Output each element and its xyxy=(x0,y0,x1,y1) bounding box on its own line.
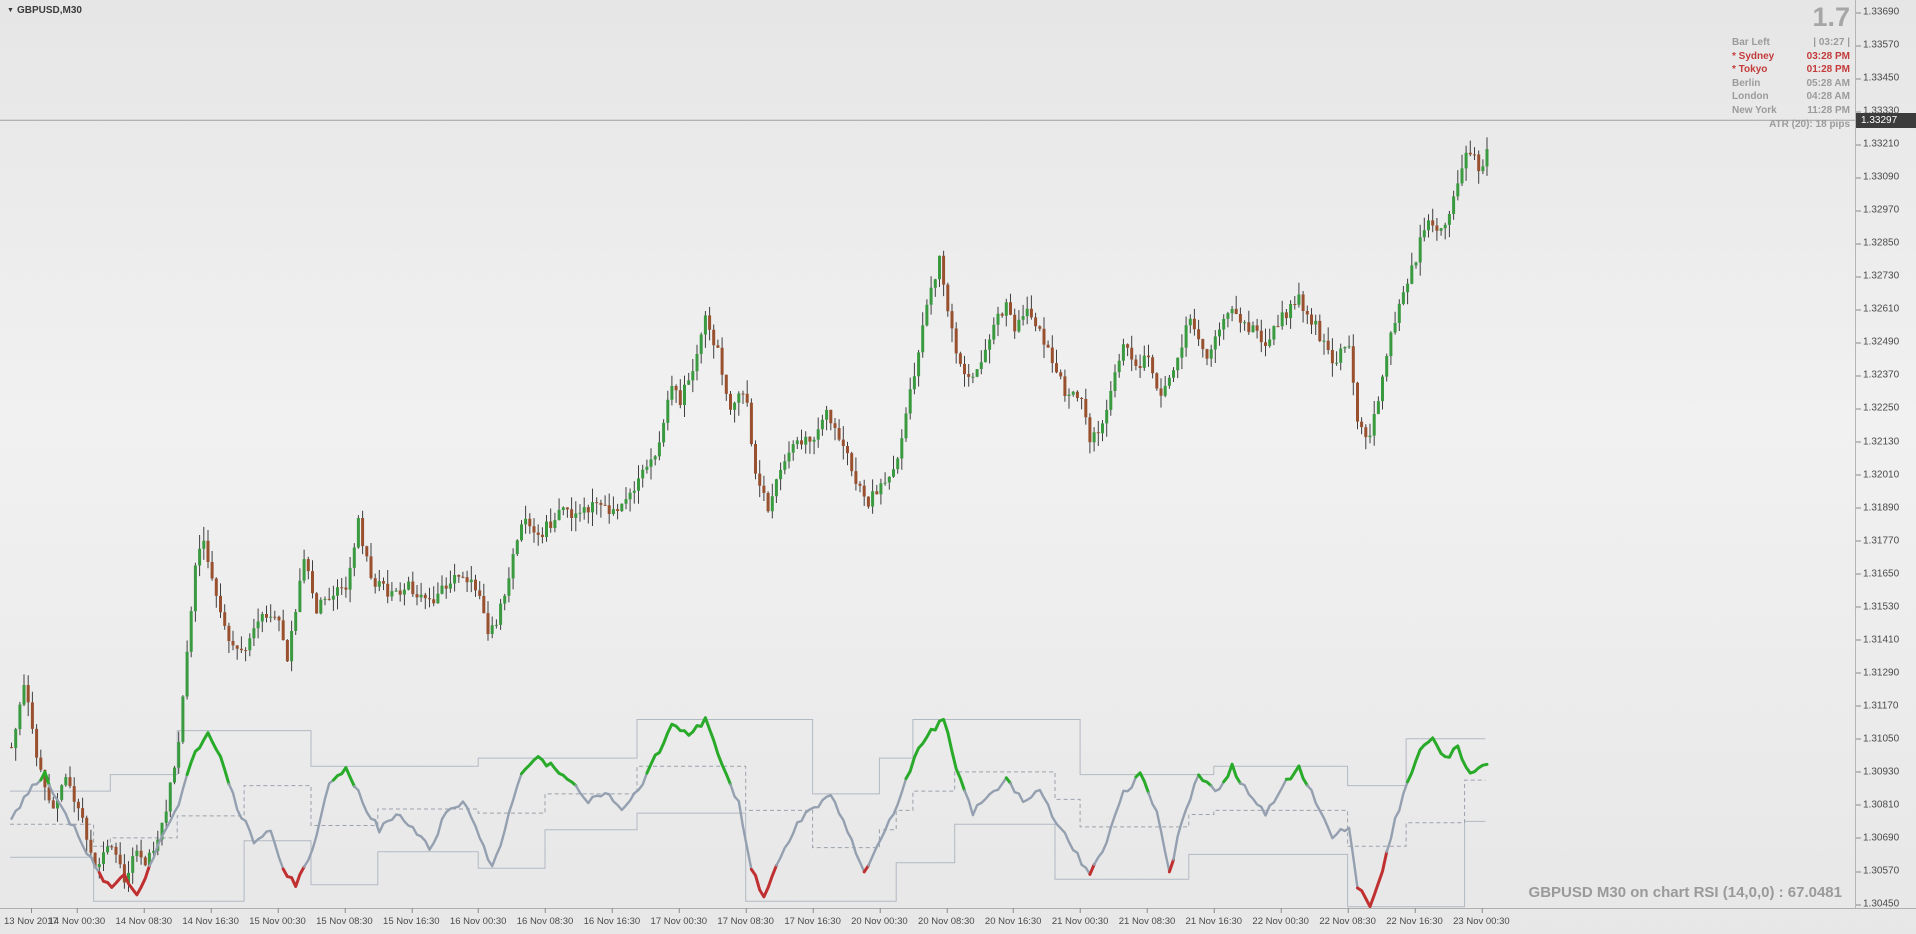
price-axis-label: 1.32610 xyxy=(1855,303,1900,315)
price-axis-label: 1.31410 xyxy=(1855,634,1900,646)
price-axis-label: 1.30450 xyxy=(1855,898,1900,910)
symbol-label: ▼ GBPUSD,M30 xyxy=(7,5,82,16)
time-axis-label: 16 Nov 08:30 xyxy=(516,908,574,927)
indicator-value-label: GBPUSD M30 on chart RSI (14,0,0) : 67.04… xyxy=(1528,884,1842,901)
session-name: Berlin xyxy=(1732,77,1761,89)
time-axis-label: 15 Nov 08:30 xyxy=(316,908,373,927)
price-axis[interactable]: 1.33690 1.33570 1.33450 1.33330 1.33210 1.330… xyxy=(1855,0,1916,910)
session-time: 04:28 AM xyxy=(1806,91,1850,102)
session-name: * Sydney xyxy=(1732,50,1775,62)
price-axis-label: 1.30810 xyxy=(1855,799,1900,811)
price-axis-label: 1.32130 xyxy=(1855,436,1900,447)
time-axis-label: 17 Nov 08:30 xyxy=(717,908,774,927)
price-axis-label: 1.31290 xyxy=(1855,667,1900,679)
time-axis-label: 17 Nov 00:30 xyxy=(650,908,708,927)
price-axis-label: 1.33690 xyxy=(1855,6,1900,18)
price-axis-label: 1.32010 xyxy=(1855,469,1900,480)
session-time: 01:28 PM xyxy=(1806,64,1850,75)
price-axis-label: 1.30690 xyxy=(1855,832,1900,844)
spread-display: 1.7 xyxy=(1812,2,1850,32)
price-axis-label: 1.33450 xyxy=(1855,72,1900,84)
price-axis-label: 1.32970 xyxy=(1855,204,1900,216)
time-axis-label: 20 Nov 00:30 xyxy=(851,908,908,927)
price-axis-label: 1.31170 xyxy=(1855,700,1899,712)
time-axis-label: 13 Nov 2017 xyxy=(4,908,58,927)
session-row: Berlin 05:28 AM xyxy=(1732,77,1850,91)
time-axis-label: 16 Nov 16:30 xyxy=(583,908,641,927)
time-axis-label: 22 Nov 00:30 xyxy=(1252,908,1309,927)
price-axis-label: 1.30570 xyxy=(1855,865,1900,877)
session-row: * Tokyo 01:28 PM xyxy=(1732,63,1850,77)
time-axis-label: 14 Nov 00:30 xyxy=(48,908,106,927)
time-axis[interactable]: 13 Nov 2017 14 Nov 00:30 14 Nov 08:30 14 No… xyxy=(0,908,1916,934)
price-axis-label: 1.32850 xyxy=(1855,237,1900,249)
symbol-label-text: GBPUSD,M30 xyxy=(16,5,82,16)
session-row: London 04:28 AM xyxy=(1732,90,1850,104)
time-axis-label: 15 Nov 16:30 xyxy=(383,908,440,927)
session-row: New York 11:28 PM xyxy=(1732,104,1850,118)
time-axis-label: 16 Nov 00:30 xyxy=(449,908,507,927)
session-time: 11:28 PM xyxy=(1807,104,1850,116)
time-axis-label: 20 Nov 08:30 xyxy=(918,908,975,927)
price-axis-label: 1.31770 xyxy=(1855,535,1900,547)
price-axis-label: 1.33210 xyxy=(1855,138,1900,150)
price-axis-label: 1.30930 xyxy=(1855,766,1900,778)
current-price-badge: 1.33297 xyxy=(1856,112,1916,128)
price-axis-label: 1.31530 xyxy=(1855,601,1900,613)
price-axis-label: 1.31650 xyxy=(1855,568,1900,580)
symbol-dropdown-icon[interactable]: ▼ xyxy=(7,7,14,14)
time-axis-label: 22 Nov 16:30 xyxy=(1386,908,1443,927)
price-axis-label: 1.32250 xyxy=(1855,402,1900,414)
time-axis-label: 15 Nov 00:30 xyxy=(249,908,306,927)
session-row: * Sydney 03:28 PM xyxy=(1732,50,1850,64)
time-axis-label: 17 Nov 16:30 xyxy=(784,908,841,927)
session-time: | 03:27 | xyxy=(1813,37,1850,48)
price-axis-separator xyxy=(1855,0,1856,908)
session-row: Bar Left | 03:27 | xyxy=(1732,36,1850,50)
session-time: 05:28 AM xyxy=(1806,77,1850,89)
atr-label: ATR (20): 18 pips xyxy=(1769,119,1850,130)
price-axis-label: 1.33330 xyxy=(1855,105,1900,117)
time-axis-label: 14 Nov 08:30 xyxy=(115,908,173,927)
session-name: London xyxy=(1732,91,1769,102)
price-axis-label: 1.32730 xyxy=(1855,270,1900,282)
price-axis-label: 1.33090 xyxy=(1855,171,1900,183)
time-axis-label: 21 Nov 08:30 xyxy=(1118,908,1176,927)
time-axis-label: 20 Nov 16:30 xyxy=(984,908,1042,927)
session-name: * Tokyo xyxy=(1732,64,1768,75)
time-axis-label: 21 Nov 16:30 xyxy=(1185,908,1243,927)
session-name: Bar Left xyxy=(1732,37,1770,48)
price-axis-label: 1.33570 xyxy=(1855,39,1900,51)
time-axis-label: 23 Nov 00:30 xyxy=(1453,908,1510,927)
session-name: New York xyxy=(1732,104,1777,116)
time-axis-label: 14 Nov 16:30 xyxy=(182,908,239,927)
price-axis-label: 1.31890 xyxy=(1855,502,1900,514)
price-axis-label: 1.32370 xyxy=(1855,369,1900,381)
session-info-panel: Bar Left | 03:27 | * Sydney 03:28 PM * Tokyo… xyxy=(1732,36,1850,132)
session-time: 03:28 PM xyxy=(1806,50,1850,62)
price-axis-label: 1.32490 xyxy=(1855,336,1900,348)
time-axis-label: 22 Nov 08:30 xyxy=(1319,908,1376,927)
time-axis-label: 21 Nov 00:30 xyxy=(1051,908,1109,927)
price-axis-label: 1.31050 xyxy=(1855,733,1900,745)
